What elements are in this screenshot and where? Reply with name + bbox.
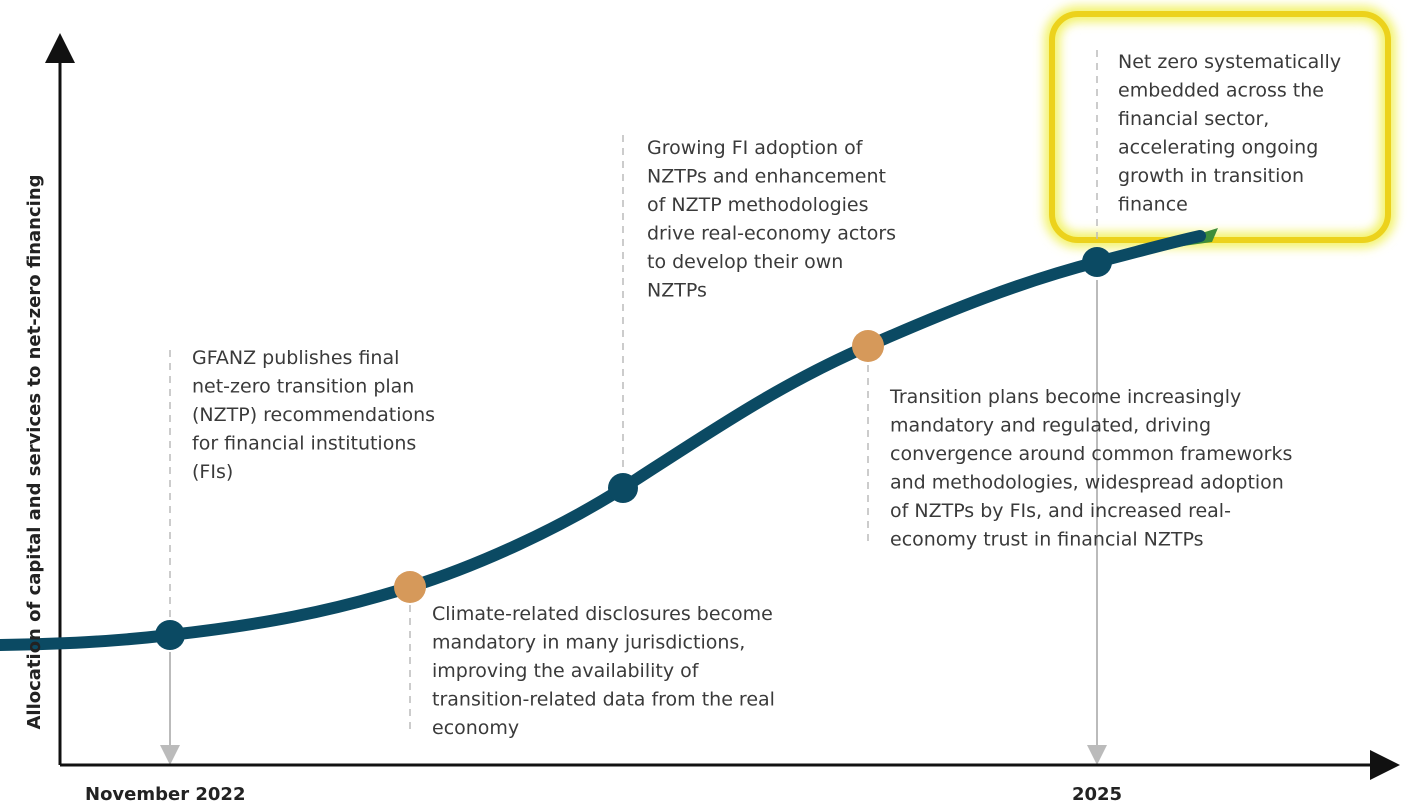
milestone-text: GFANZ publishes final — [192, 347, 399, 369]
milestone-text: of NZTPs by FIs, and increased real- — [890, 500, 1231, 522]
milestone-text: convergence around common frameworks — [890, 443, 1292, 465]
x-label: 2025 — [1072, 784, 1122, 805]
milestone-text: economy — [432, 717, 519, 739]
milestone-text: accelerating ongoing — [1118, 137, 1318, 159]
milestone-dot — [608, 473, 638, 503]
milestone-text: financial sector, — [1118, 108, 1269, 130]
milestone-text: transition-related data from the real — [432, 689, 775, 711]
milestone-text: net-zero transition plan — [192, 376, 414, 398]
milestone-text: drive real-economy actors — [647, 223, 896, 245]
growth-curve — [0, 230, 1206, 651]
milestone-text: for financial institutions — [192, 433, 416, 455]
milestone-text: Net zero systematically — [1118, 51, 1341, 73]
milestone-text: embedded across the — [1118, 80, 1324, 102]
guides — [169, 50, 1098, 735]
highlight-box — [1049, 11, 1391, 243]
milestone-text: NZTPs and enhancement — [647, 166, 886, 188]
milestone-text: (FIs) — [192, 461, 233, 483]
milestone-text: Transition plans become increasingly — [889, 386, 1241, 408]
milestone-text: finance — [1118, 194, 1188, 216]
milestone-text: mandatory and regulated, driving — [890, 415, 1211, 437]
milestone-text: growth in transition — [1118, 165, 1304, 187]
milestone-dot — [155, 620, 185, 650]
y-axis-label: Allocation of capital and services to ne… — [24, 174, 45, 729]
milestone-dot — [1082, 247, 1112, 277]
milestone-text: Growing FI adoption of — [647, 137, 864, 159]
milestone-text: economy trust in financial NZTPs — [890, 529, 1204, 551]
milestone-text: Climate-related disclosures become — [432, 603, 773, 625]
milestone-text: improving the availability of — [432, 660, 700, 682]
milestone-text: of NZTP methodologies — [647, 194, 869, 216]
milestone-text: to develop their own — [647, 251, 843, 273]
milestone-text: and methodologies, widespread adoption — [890, 472, 1284, 494]
milestone-text: mandatory in many jurisdictions, — [432, 632, 745, 654]
x-label: November 2022 — [85, 784, 245, 805]
milestone-dot — [394, 571, 426, 603]
milestone-dot — [852, 330, 884, 362]
milestone-text: NZTPs — [647, 280, 707, 302]
milestone-text: (NZTP) recommendations — [192, 404, 435, 426]
